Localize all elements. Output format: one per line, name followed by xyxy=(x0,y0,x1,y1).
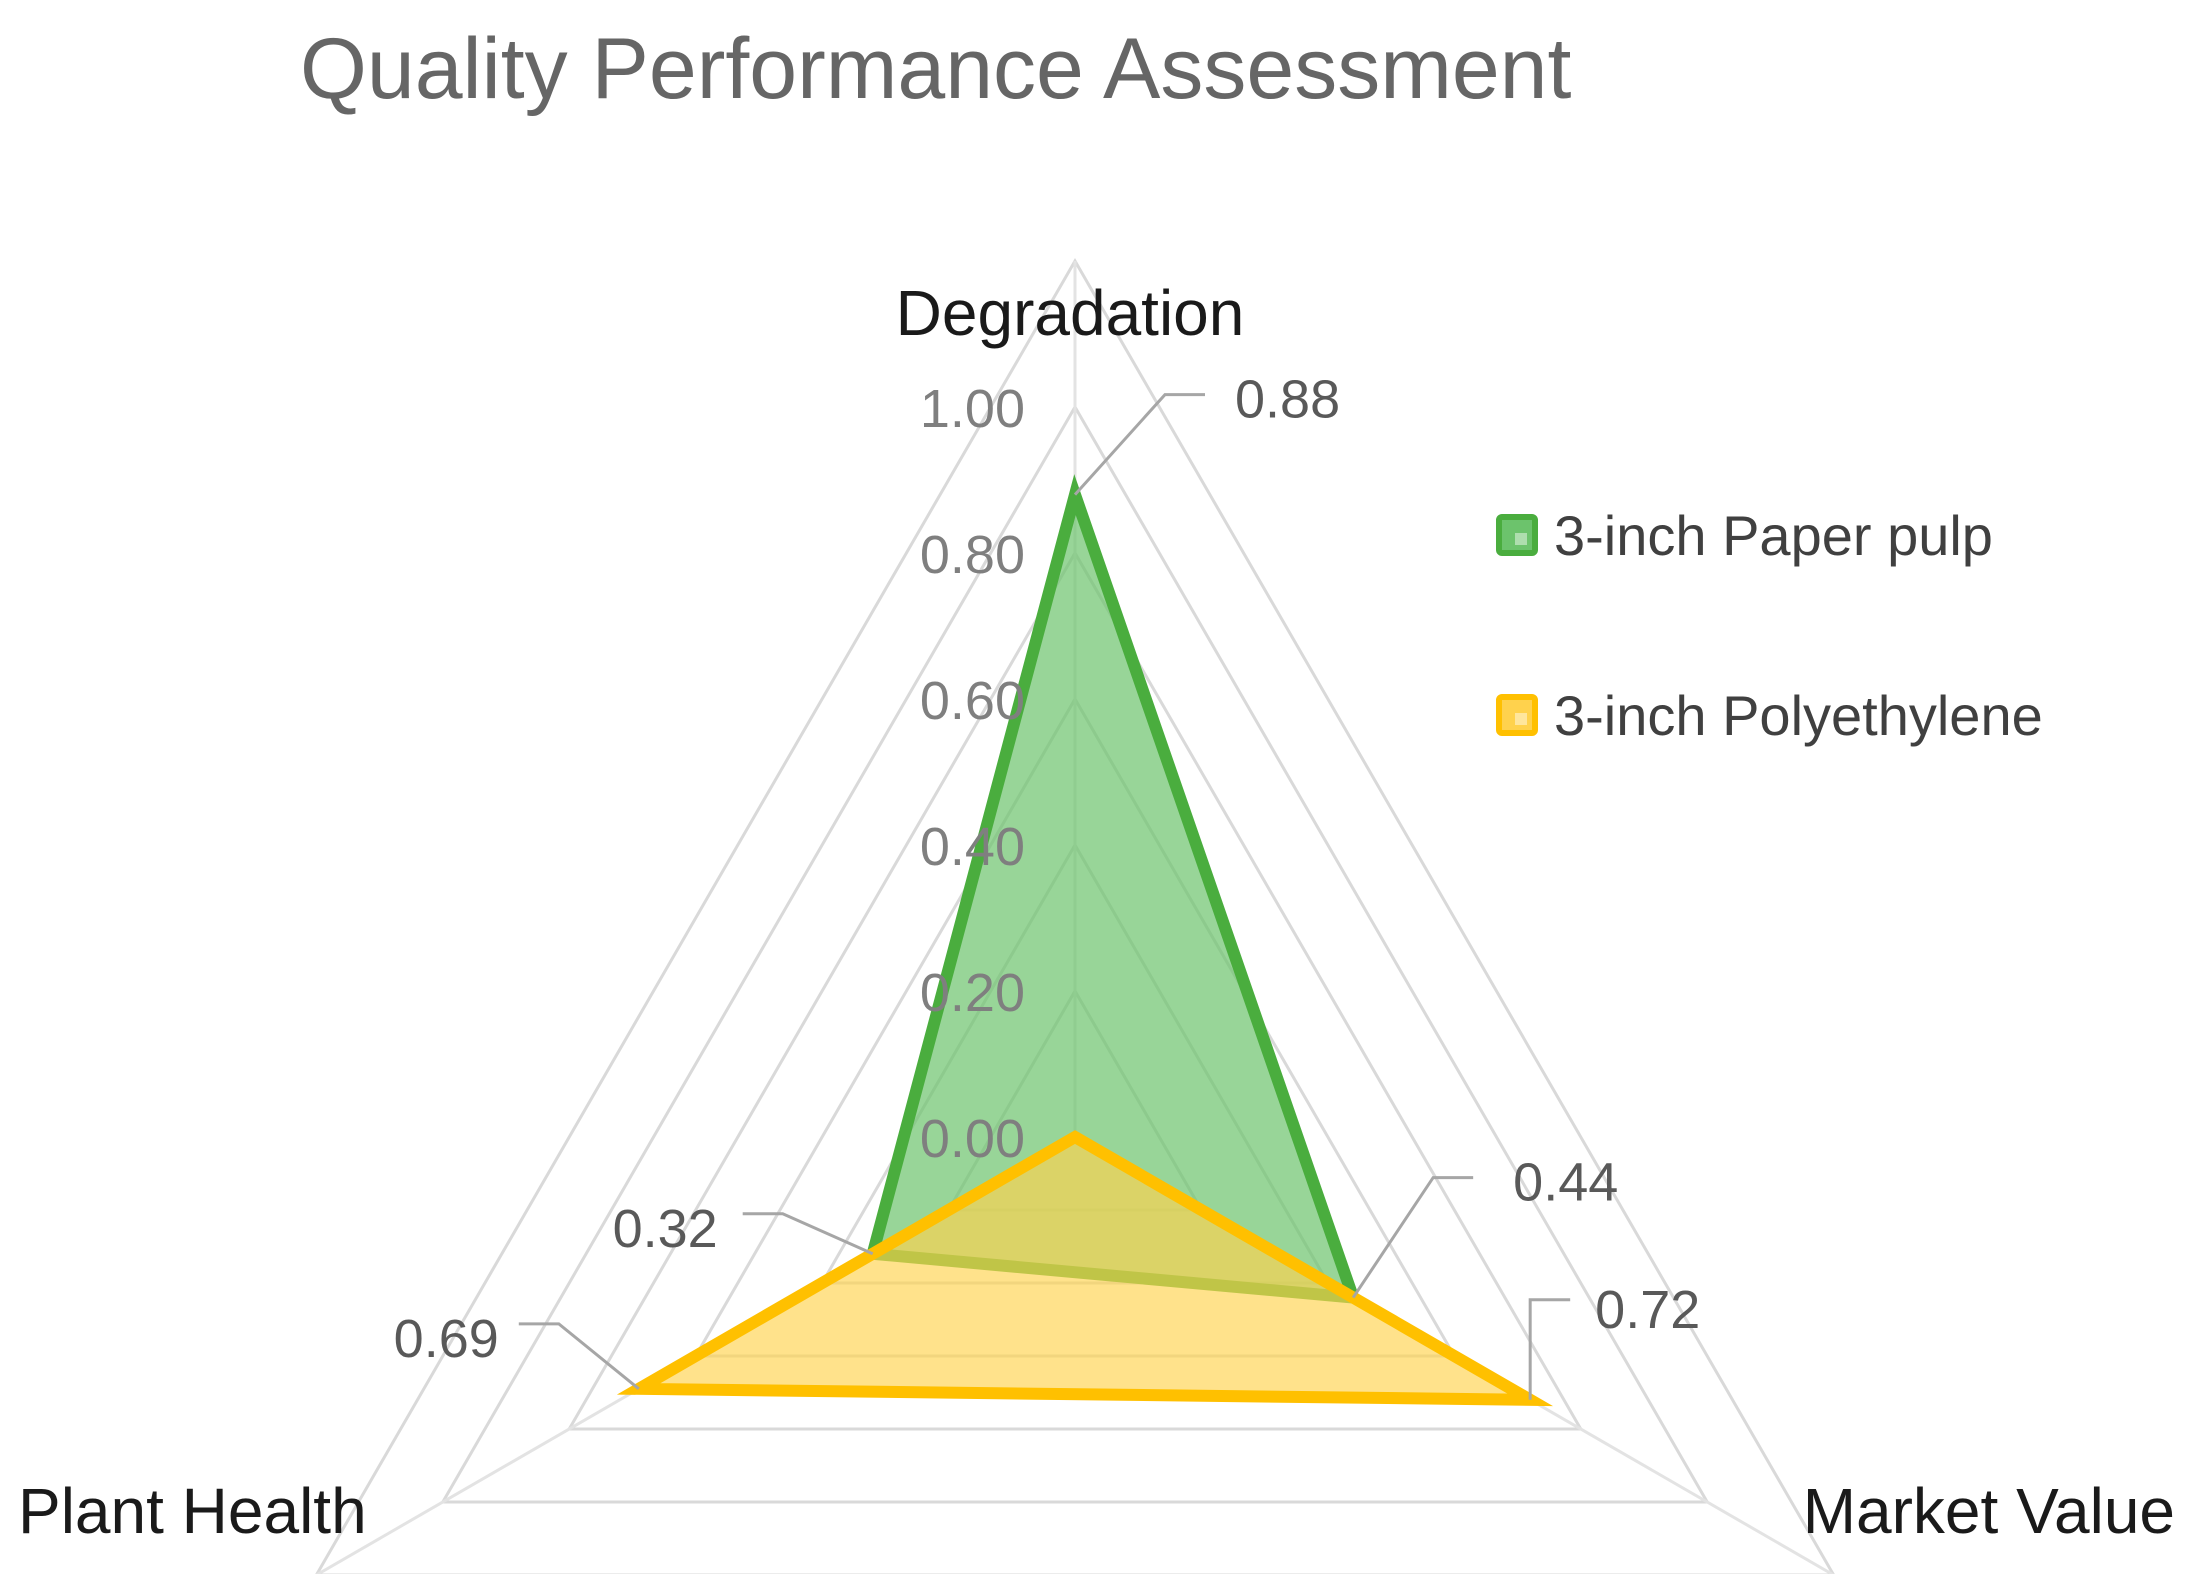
data-label: 0.44 xyxy=(1513,1153,1618,1213)
legend-item-polyethylene: 3-inch Polyethylene xyxy=(1496,680,2043,750)
legend-label-paper-pulp: 3-inch Paper pulp xyxy=(1554,503,1993,567)
grid-ring xyxy=(566,549,1584,1431)
tick-label: 0.00 xyxy=(920,1109,1025,1169)
data-label: 0.32 xyxy=(613,1199,718,1259)
legend: 3-inch Paper pulp 3-inch Polyethylene xyxy=(1496,500,2043,860)
data-label-leader xyxy=(742,1212,874,1256)
tick-label: 0.40 xyxy=(920,817,1025,877)
data-label-leader xyxy=(1073,393,1205,496)
series-area-polyethylene xyxy=(616,1130,1554,1407)
tick-label: 1.00 xyxy=(920,379,1025,439)
axis-label-degradation: Degradation xyxy=(896,277,1245,349)
legend-item-paper-pulp: 3-inch Paper pulp xyxy=(1496,500,2043,570)
legend-swatch-paper-pulp xyxy=(1496,514,1538,556)
chart-title: Quality Performance Assessment xyxy=(300,21,1572,117)
data-label-leader xyxy=(1528,1298,1571,1400)
tick-label: 0.20 xyxy=(920,963,1025,1023)
radar-outer-frame xyxy=(315,258,1835,1574)
tick-label: 0.80 xyxy=(920,525,1025,585)
legend-label-polyethylene: 3-inch Polyethylene xyxy=(1554,683,2043,747)
legend-swatch-polyethylene xyxy=(1496,694,1538,736)
data-label: 0.72 xyxy=(1595,1280,1700,1340)
data-label: 0.88 xyxy=(1235,370,1340,430)
tick-label: 0.60 xyxy=(920,671,1025,731)
data-label: 0.69 xyxy=(394,1309,499,1369)
axis-label-plant-health: Plant Health xyxy=(18,1475,367,1547)
axis-label-market-value: Market Value xyxy=(1803,1475,2175,1547)
data-label-leader xyxy=(1351,1176,1474,1299)
data-label-leader xyxy=(518,1322,640,1391)
grid-ring xyxy=(440,403,1710,1504)
